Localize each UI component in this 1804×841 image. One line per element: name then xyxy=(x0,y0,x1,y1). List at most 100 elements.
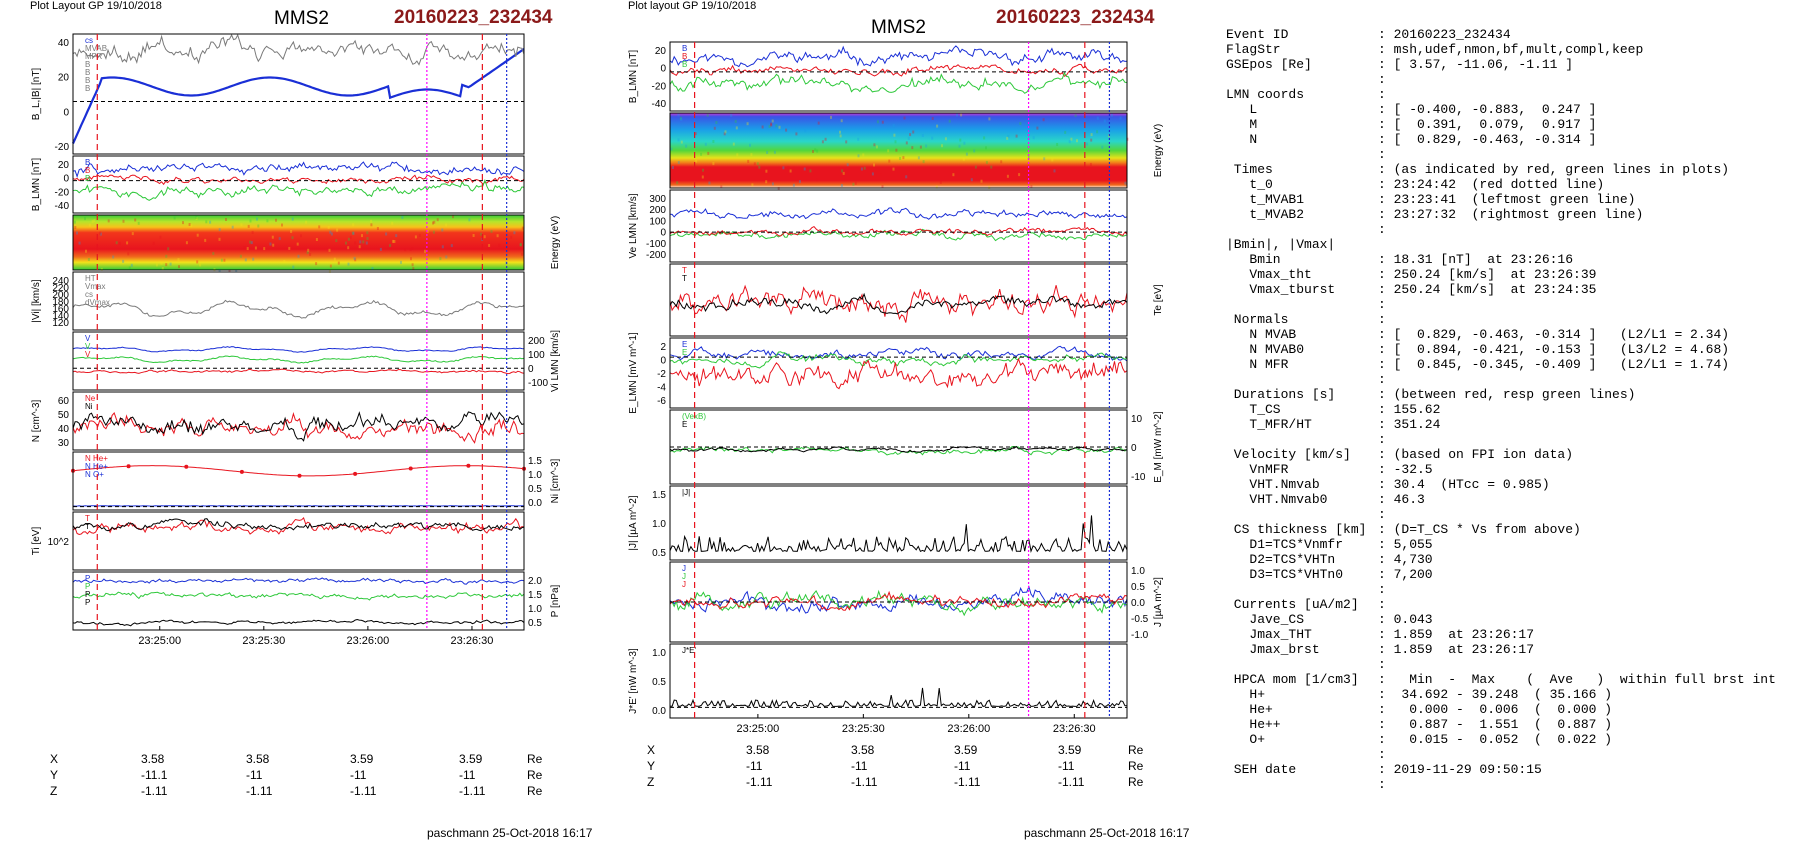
info-value: : xyxy=(1378,147,1386,162)
spectrogram-heatmap xyxy=(73,215,524,270)
left-layout-caption: Plot Layout GP 19/10/2018 xyxy=(30,0,162,12)
event-info-panel: Event ID: 20160223_232434 FlagStr: msh,ud… xyxy=(1226,12,1804,792)
spectrogram-pixel xyxy=(337,261,340,265)
y-axis-label: |Vi| [km/s] xyxy=(31,279,42,323)
spectrogram-pixel xyxy=(99,231,102,235)
info-row: t_0: 23:24:42 (red dotted line) xyxy=(1226,177,1804,192)
spectrogram-pixel xyxy=(195,215,198,219)
spectrogram-pixel xyxy=(941,144,943,148)
y-tick-label: 1.5 xyxy=(528,456,542,467)
spectrogram-pixel xyxy=(271,235,274,239)
spectrogram-pixel xyxy=(445,255,448,259)
series-line xyxy=(669,590,1128,611)
spectrogram-pixel xyxy=(988,117,991,121)
info-row: Bmin: 18.31 [nT] at 23:26:16 xyxy=(1226,252,1804,267)
spectrogram-pixel xyxy=(922,160,925,164)
spectrogram-pixel xyxy=(305,220,308,224)
info-value: : xyxy=(1378,747,1386,762)
y-tick-label: 1.5 xyxy=(652,490,666,501)
spectrogram-pixel xyxy=(521,226,524,230)
spectrogram-pixel xyxy=(770,122,773,126)
chart-panel: Energy (eV) xyxy=(72,214,561,273)
info-value: : 4,730 xyxy=(1378,552,1433,567)
spectrogram-pixel xyxy=(452,215,454,219)
spectrogram-pixel xyxy=(290,230,293,233)
info-value: : 23:24:42 (red dotted line) xyxy=(1378,177,1605,192)
y-axis-label: Ve LMN [km/s] xyxy=(628,193,639,258)
y-axis-label: B_LMN [nT] xyxy=(628,50,639,104)
spectrogram-pixel xyxy=(223,258,226,262)
chart-panel: TT Te [eV] xyxy=(669,263,1164,337)
spectrogram-pixel xyxy=(480,232,483,236)
spectrogram-pixel xyxy=(674,165,677,169)
left-footer-credit: paschmann 25-Oct-2018 16:17 xyxy=(427,826,593,840)
spectrogram-pixel xyxy=(1096,130,1099,134)
spectrogram-pixel xyxy=(134,218,137,222)
spectrogram-pixel xyxy=(354,258,357,262)
spectrogram-pixel xyxy=(773,150,776,154)
spectrogram-pixel xyxy=(892,167,895,171)
legend-entry: E xyxy=(682,340,687,349)
spectrogram-pixel xyxy=(218,228,221,232)
spectrogram-pixel xyxy=(707,151,710,155)
spectrogram-pixel xyxy=(195,217,198,220)
time-tick-label: 23:26:00 xyxy=(947,723,990,735)
spectrogram-pixel xyxy=(297,254,300,258)
info-value: : xyxy=(1378,507,1386,522)
legend-entry: V xyxy=(85,334,91,343)
y-tick-label: 50 xyxy=(58,410,70,421)
spectrogram-pixel xyxy=(1086,142,1088,146)
info-row: : xyxy=(1226,222,1804,237)
chart-panel: 20 0 -20 -40 BBB B_LMN [nT] xyxy=(628,41,1128,112)
spectrogram-pixel xyxy=(155,263,158,267)
spectrogram-pixel xyxy=(841,169,844,173)
spectrogram-pixel xyxy=(899,156,902,160)
info-value: : 1.859 at 23:26:17 xyxy=(1378,642,1535,657)
panel-frame xyxy=(669,643,1128,719)
spectrogram-pixel xyxy=(792,183,795,187)
legend-entry: cs xyxy=(85,36,93,45)
y-tick-label: -0.5 xyxy=(1131,614,1149,625)
info-value: : 1.859 at 23:26:17 xyxy=(1378,627,1535,642)
spectrogram-heatmap xyxy=(670,113,1127,188)
info-value: : [ -0.400, -0.883, 0.247 ] xyxy=(1378,102,1597,117)
spectrogram-pixel xyxy=(318,225,321,229)
spectrogram-pixel xyxy=(917,156,920,160)
info-row: : xyxy=(1226,582,1804,597)
info-key: N MVAB0 xyxy=(1226,342,1305,357)
data-point xyxy=(239,469,244,474)
spectrogram-pixel xyxy=(275,218,277,222)
spectrogram-pixel xyxy=(291,236,294,240)
y-tick-label: 40 xyxy=(58,38,70,49)
ephemeris-label: Z xyxy=(50,784,58,798)
spectrogram-pixel xyxy=(1090,133,1093,137)
panel-frame xyxy=(669,112,1128,189)
spectrogram-pixel xyxy=(76,231,78,235)
spectrogram-pixel xyxy=(1036,126,1039,130)
spectrogram-pixel xyxy=(392,239,395,243)
spectrogram-pixel xyxy=(931,136,934,140)
y-axis-label: Energy (eV) xyxy=(550,216,561,269)
spectrogram-pixel xyxy=(778,125,781,129)
spectrogram-pixel xyxy=(1043,157,1046,161)
spectrogram-pixel xyxy=(1015,134,1018,138)
spectrogram-pixel xyxy=(266,219,269,223)
chart-panel: 10^2 TT Ti [eV] xyxy=(31,511,525,571)
panel-frame xyxy=(72,271,525,331)
spectrogram-pixel xyxy=(73,220,76,224)
y-tick-label: 300 xyxy=(649,194,666,205)
spectrogram-pixel xyxy=(199,263,202,267)
spectrogram-pixel xyxy=(756,162,759,166)
legend-entry: B xyxy=(85,76,90,85)
info-key: VHT.Nmvab0 xyxy=(1226,492,1328,507)
chart-panel: 2 0 -2 -4 -6 EE E_LMN [mV m^-1] xyxy=(628,332,1128,414)
info-row: D3=TCS*VHTn0: 7,200 xyxy=(1226,567,1804,582)
legend-entry: E xyxy=(682,348,687,357)
spectrogram-pixel xyxy=(677,113,680,117)
y-tick-label: -100 xyxy=(646,239,666,250)
series-line xyxy=(669,207,1128,220)
legend-entry: V xyxy=(85,342,91,351)
spectrogram-pixel xyxy=(876,120,879,124)
